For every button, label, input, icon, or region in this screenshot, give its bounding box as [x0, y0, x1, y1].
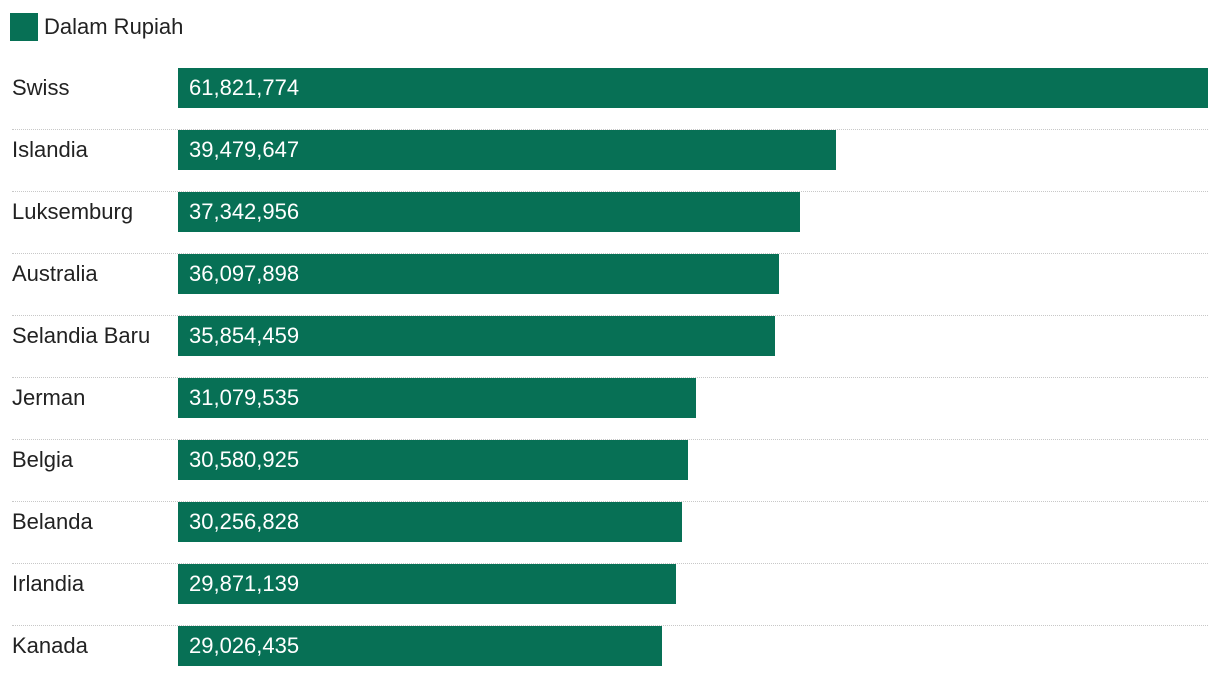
bar: 37,342,956: [178, 192, 800, 232]
bar: 30,580,925: [178, 440, 688, 480]
row-divider: [12, 253, 1208, 254]
category-label: Australia: [12, 261, 98, 286]
row-divider: [12, 377, 1208, 378]
bar: 31,079,535: [178, 378, 696, 418]
row-divider: [12, 439, 1208, 440]
category-label: Kanada: [12, 633, 88, 658]
bar: 35,854,459: [178, 316, 775, 356]
bar-row: Swiss 61,821,774: [12, 68, 1208, 130]
category-label: Selandia Baru: [12, 323, 151, 348]
bar-value-label: 35,854,459: [189, 323, 300, 348]
bar-value-label: 61,821,774: [189, 75, 300, 100]
row-divider: [12, 129, 1208, 130]
row-divider: [12, 191, 1208, 192]
bar-row: Kanada 29,026,435: [12, 626, 1208, 688]
bar-value-label: 30,256,828: [189, 509, 300, 534]
bar-row: Irlandia 29,871,139: [12, 564, 1208, 626]
bar-row: Islandia 39,479,647: [12, 130, 1208, 192]
category-label: Islandia: [12, 137, 88, 162]
category-label: Irlandia: [12, 571, 85, 596]
category-label: Luksemburg: [12, 199, 134, 224]
bar-value-label: 30,580,925: [189, 447, 300, 472]
bar-row: Selandia Baru 35,854,459: [12, 316, 1208, 378]
bar-value-label: 29,026,435: [189, 633, 300, 658]
row-divider: [12, 625, 1208, 626]
bar: 29,026,435: [178, 626, 662, 666]
bar: 30,256,828: [178, 502, 682, 542]
bar-row: Luksemburg 37,342,956: [12, 192, 1208, 254]
legend-swatch: [10, 13, 38, 41]
bar: 61,821,774: [178, 68, 1208, 108]
category-label: Belanda: [12, 509, 93, 534]
bar-value-label: 31,079,535: [189, 385, 300, 410]
row-divider: [12, 501, 1208, 502]
bar-row: Belanda 30,256,828: [12, 502, 1208, 564]
row-divider: [12, 563, 1208, 564]
bar: 36,097,898: [178, 254, 779, 294]
bar: 29,871,139: [178, 564, 676, 604]
category-label: Jerman: [12, 385, 86, 410]
bar: 39,479,647: [178, 130, 836, 170]
category-label: Belgia: [12, 447, 74, 472]
bar-row: Belgia 30,580,925: [12, 440, 1208, 502]
bar-value-label: 36,097,898: [189, 261, 300, 286]
bar-value-label: 39,479,647: [189, 137, 300, 162]
category-label: Swiss: [12, 75, 70, 100]
row-divider: [12, 315, 1208, 316]
legend-label: Dalam Rupiah: [44, 14, 184, 39]
bar-row: Australia 36,097,898: [12, 254, 1208, 316]
bar-value-label: 37,342,956: [189, 199, 300, 224]
bar-value-label: 29,871,139: [189, 571, 300, 596]
bar-row: Jerman 31,079,535: [12, 378, 1208, 440]
chart-legend: Dalam Rupiah: [10, 12, 183, 42]
